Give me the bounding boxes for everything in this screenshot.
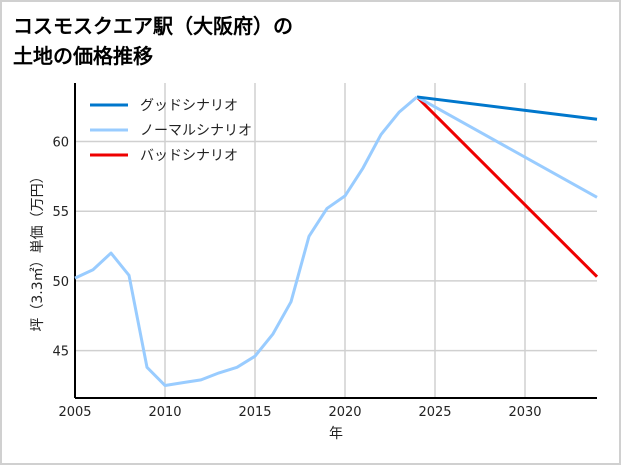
x-tick-label: 2020 xyxy=(328,405,361,420)
legend-label: ノーマルシナリオ xyxy=(140,123,252,139)
legend-label: バッドシナリオ xyxy=(140,148,238,164)
chart-title-line2: 土地の価格推移 xyxy=(13,44,153,68)
legend-label: グッドシナリオ xyxy=(140,98,238,114)
x-tick-label: 2015 xyxy=(238,405,271,420)
x-tick-label: 2010 xyxy=(148,405,181,420)
projection-line xyxy=(415,95,599,278)
projection-line xyxy=(416,95,598,121)
y-tick-label: 55 xyxy=(52,205,69,220)
y-tick-label: 50 xyxy=(52,275,69,290)
x-axis-label: 年 xyxy=(329,426,343,442)
y-tick-label: 60 xyxy=(52,136,69,151)
x-tick-label: 2025 xyxy=(418,405,451,420)
y-axis-label: 坪（3.3㎡）単価（万円） xyxy=(30,169,46,331)
history-line xyxy=(74,95,418,387)
projection-line xyxy=(416,95,598,199)
y-tick-label: 45 xyxy=(52,345,69,360)
chart-title-line1: コスモスクエア駅（大阪府）の xyxy=(13,14,293,38)
x-tick-label: 2005 xyxy=(58,405,91,420)
x-tick-label: 2030 xyxy=(508,405,541,420)
